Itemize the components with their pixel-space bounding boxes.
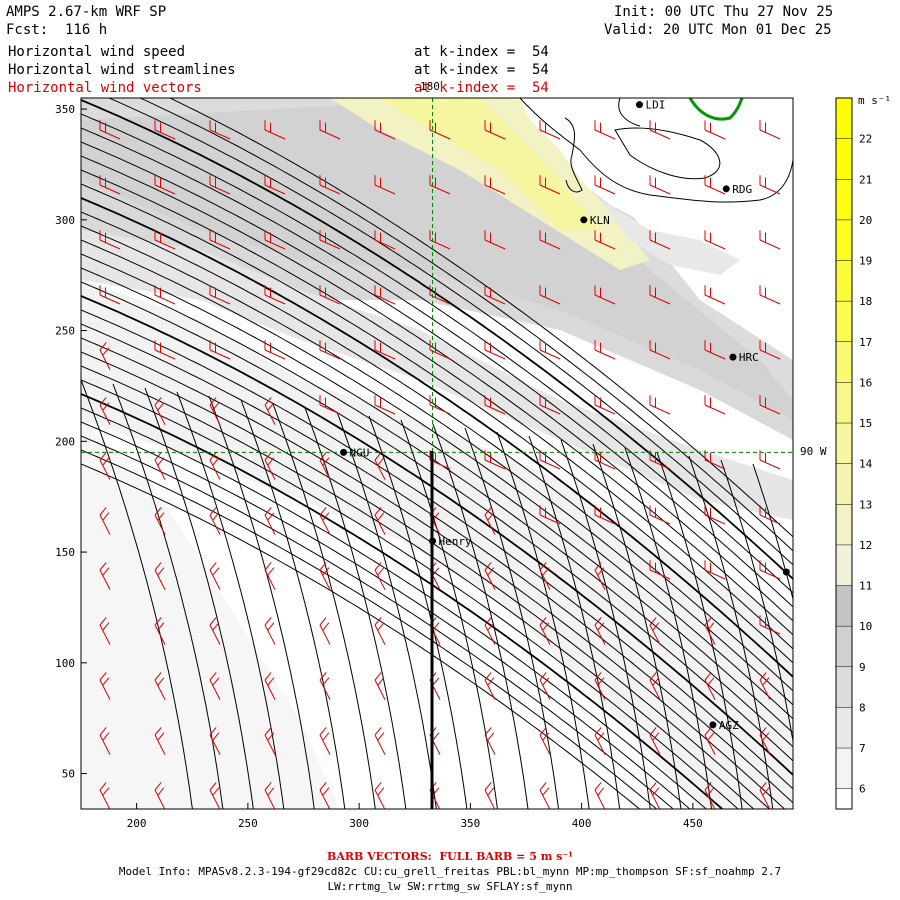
- meridian-label: 180: [420, 80, 440, 93]
- init-time: Init: 00 UTC Thu 27 Nov 25: [614, 4, 834, 20]
- station-marker: [709, 721, 717, 729]
- colorbar-tick-label: 15: [859, 417, 872, 430]
- colorbar-swatch: [836, 219, 852, 261]
- colorbar: 6 7 8 9 10 11 12 13 14 15 16 17 18 19 20 21 22: [835, 97, 873, 810]
- y-tick-label: 300: [55, 214, 75, 227]
- colorbar-tick-label: 22: [859, 133, 872, 146]
- colorbar-swatch: [836, 260, 852, 302]
- wind-barbs: [99, 120, 781, 809]
- x-axis: 200 250 300 350 400 450: [127, 803, 703, 830]
- colorbar-swatch: [836, 504, 852, 545]
- colorbar-tick-label: 7: [859, 742, 866, 755]
- chart-title: AMPS 2.67-km WRF SP: [6, 4, 167, 20]
- field-label-vectors: Horizontal wind vectors: [8, 80, 202, 96]
- colorbar-tick-label: 19: [859, 255, 872, 268]
- station-label: Henry: [439, 535, 472, 548]
- x-tick-label: 450: [683, 817, 703, 830]
- station-marker: [782, 568, 790, 576]
- colorbar-swatch: [836, 463, 852, 505]
- x-tick-label: 400: [572, 817, 592, 830]
- colorbar-tick-label: 16: [859, 376, 872, 389]
- station-marker: [429, 537, 437, 545]
- y-tick-label: 50: [62, 768, 75, 781]
- colorbar-swatch: [836, 179, 852, 220]
- station-label: KLN: [590, 214, 610, 227]
- colorbar-swatch: [836, 788, 852, 809]
- colorbar-tick-label: 17: [859, 336, 872, 349]
- plot-frame: [80, 97, 794, 810]
- colorbar-tick-label: 9: [859, 661, 866, 674]
- colorbar-tick-label: 11: [859, 580, 872, 593]
- station-marker: [340, 448, 348, 456]
- station-marker: [722, 185, 730, 193]
- y-tick-label: 200: [55, 435, 75, 448]
- model-info: Model Info: MPASv8.2.3-194-gf29cd82c CU:…: [118, 865, 782, 878]
- station-marker: [580, 216, 588, 224]
- colorbar-swatch: [836, 423, 852, 464]
- station-label: NGU: [350, 446, 370, 459]
- colorbar-tick-label: 21: [859, 173, 872, 186]
- colorbar-swatch: [836, 626, 852, 667]
- x-tick-label: 250: [238, 817, 258, 830]
- x-tick-label: 350: [460, 817, 480, 830]
- field-level-streamlines: at k-index = 54: [414, 62, 549, 78]
- y-tick-label: 250: [55, 325, 75, 338]
- colorbar-tick-label: 6: [859, 783, 866, 796]
- valid-time: Valid: 20 UTC Mon 01 Dec 25: [604, 22, 832, 38]
- y-tick-label: 100: [55, 657, 75, 670]
- colorbar-tick-label: 10: [859, 620, 872, 633]
- model-info-2: LW:rrtmg_lw SW:rrtmg_sw SFLAY:sf_mynn: [327, 880, 573, 893]
- colorbar-swatch: [836, 585, 852, 627]
- station-label: HRC: [739, 351, 759, 364]
- x-tick-label: 200: [127, 817, 147, 830]
- colorbar-tick-label: 20: [859, 214, 872, 227]
- colorbar-swatch: [836, 341, 852, 383]
- colorbar-tick-label: 12: [859, 539, 872, 552]
- field-level-speed: at k-index = 54: [414, 44, 549, 60]
- station-label: LDI: [645, 99, 665, 112]
- field-label-streamlines: Horizontal wind streamlines: [8, 62, 236, 78]
- parallel-label: 90 W: [800, 445, 827, 458]
- colorbar-unit: m s⁻¹: [858, 94, 891, 107]
- field-label-speed: Horizontal wind speed: [8, 44, 186, 60]
- colorbar-swatch: [836, 544, 852, 586]
- station-label: AGZ: [719, 719, 739, 732]
- colorbar-swatch: [836, 382, 852, 424]
- colorbar-tick-label: 8: [859, 701, 866, 714]
- station-marker: [729, 353, 737, 361]
- colorbar-swatch: [836, 707, 852, 749]
- colorbar-swatch: [836, 138, 852, 180]
- colorbar-tick-label: 18: [859, 295, 872, 308]
- colorbar-swatch: [836, 98, 852, 139]
- y-axis: 50 100 150 200 250 300 350: [55, 103, 87, 781]
- barb-note: BARB VECTORS: FULL BARB = 5 m s⁻¹: [327, 850, 573, 863]
- stations: KLN RDG HRC NGU Henry AGZ LDI: [340, 99, 790, 732]
- field-level-vectors: at k-index = 54: [414, 80, 549, 96]
- station-marker: [635, 101, 643, 109]
- colorbar-swatch: [836, 748, 852, 789]
- station-label: RDG: [732, 183, 752, 196]
- y-tick-label: 150: [55, 546, 75, 559]
- colorbar-tick-label: 14: [859, 458, 873, 471]
- y-tick-label: 350: [55, 103, 75, 116]
- colorbar-swatch: [836, 301, 852, 342]
- x-tick-label: 300: [349, 817, 369, 830]
- colorbar-tick-label: 13: [859, 498, 872, 511]
- forecast-hour: Fcst: 116 h: [6, 22, 108, 38]
- colorbar-swatch: [836, 666, 852, 708]
